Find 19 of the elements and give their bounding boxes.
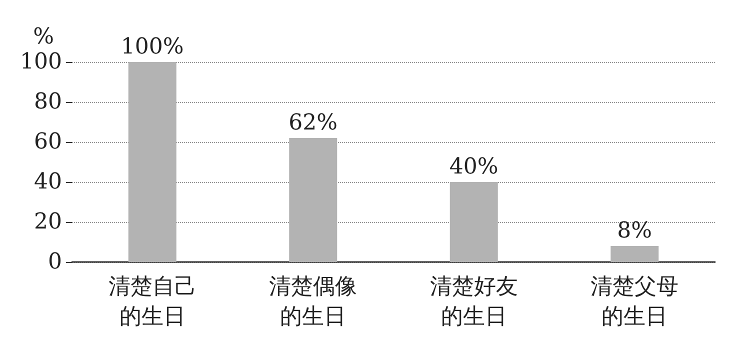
y-axis-title: % xyxy=(33,24,54,50)
x-tick-label: 清楚好友的生日 xyxy=(430,274,518,330)
y-tick-label: 0 xyxy=(48,250,62,274)
bar xyxy=(289,138,338,262)
data-label: 62% xyxy=(288,110,338,136)
x-tick-label: 清楚父母的生日 xyxy=(590,274,679,330)
data-label: 100% xyxy=(120,34,184,60)
y-tick-label: 20 xyxy=(34,210,62,234)
y-tick-label: 40 xyxy=(34,170,62,194)
data-label: 40% xyxy=(449,154,498,180)
y-tick-label: 80 xyxy=(34,90,62,114)
y-tick-label: 60 xyxy=(34,130,62,154)
x-tick-label: 清楚自己的生日 xyxy=(108,274,196,330)
bar xyxy=(128,62,176,262)
bar xyxy=(610,246,659,262)
data-label: 8% xyxy=(617,218,652,244)
x-tick-label: 清楚偶像的生日 xyxy=(269,274,358,330)
bar xyxy=(450,182,498,262)
y-tick-label: 100 xyxy=(20,50,62,74)
